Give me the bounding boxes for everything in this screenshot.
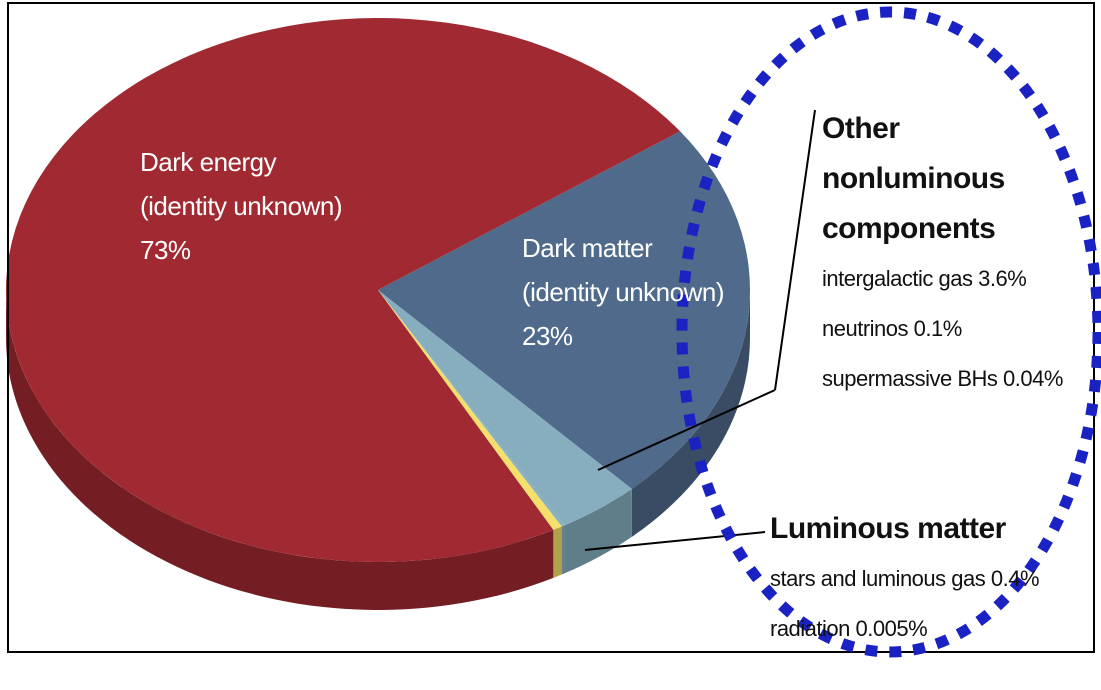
value-label: 23% [522, 321, 573, 351]
pie [6, 17, 751, 610]
value-label: 3.6% [978, 266, 1027, 291]
item-row: radiation 0.005% [770, 604, 1070, 654]
item-name: supermassive BHs [822, 366, 998, 391]
pie-slice [378, 290, 632, 526]
label-name: Dark matter [522, 233, 653, 263]
item-row: intergalactic gas 3.6% [822, 254, 1027, 304]
pie-side [6, 290, 554, 610]
value-label: 0.1% [913, 316, 963, 341]
item-name: neutrinos [822, 316, 909, 341]
pie-slice [378, 290, 562, 530]
group-title: Luminous matter [770, 512, 1006, 545]
label-name: Dark energy [140, 147, 277, 177]
group-title: Other nonluminous components [822, 112, 1005, 245]
item-name: stars and luminous gas [770, 566, 986, 591]
dark-matter-label: Dark matter (identity unknown) 23% [522, 226, 725, 358]
luminous-label: Luminous matter stars and luminous gas 0… [770, 504, 1070, 654]
pie-side [553, 526, 562, 578]
pie-side [564, 488, 632, 574]
item-name: radiation [770, 616, 850, 641]
label-subtitle: (identity unknown) [522, 277, 725, 307]
pie-side [562, 525, 565, 575]
leader-line [597, 389, 776, 471]
pie-side [561, 526, 563, 575]
highlight-ellipse [676, 6, 1101, 658]
leader-line [774, 109, 816, 391]
pie-slice [378, 290, 563, 527]
dark-energy-label: Dark energy (identity unknown) 73% [140, 140, 343, 272]
pie-slice [6, 17, 681, 562]
other-label: Other nonluminous components intergalact… [822, 104, 1063, 404]
frame [7, 2, 1095, 653]
value-label: 73% [140, 235, 191, 265]
pie-side [631, 290, 750, 537]
label-subtitle: (identity unknown) [140, 191, 343, 221]
pie-slice [378, 131, 751, 489]
item-name: intergalactic gas [822, 266, 973, 291]
item-row: neutrinos 0.1% [822, 304, 1022, 354]
item-row: stars and luminous gas 0.4% [770, 554, 1070, 604]
pie-slice [378, 290, 565, 527]
value-label: 0.005% [855, 616, 928, 641]
value-label: 0.4% [990, 566, 1040, 591]
pie-slice [378, 290, 554, 530]
item-row: supermassive BHs 0.04% [822, 354, 1063, 404]
value-label: 0.04% [1003, 366, 1063, 391]
